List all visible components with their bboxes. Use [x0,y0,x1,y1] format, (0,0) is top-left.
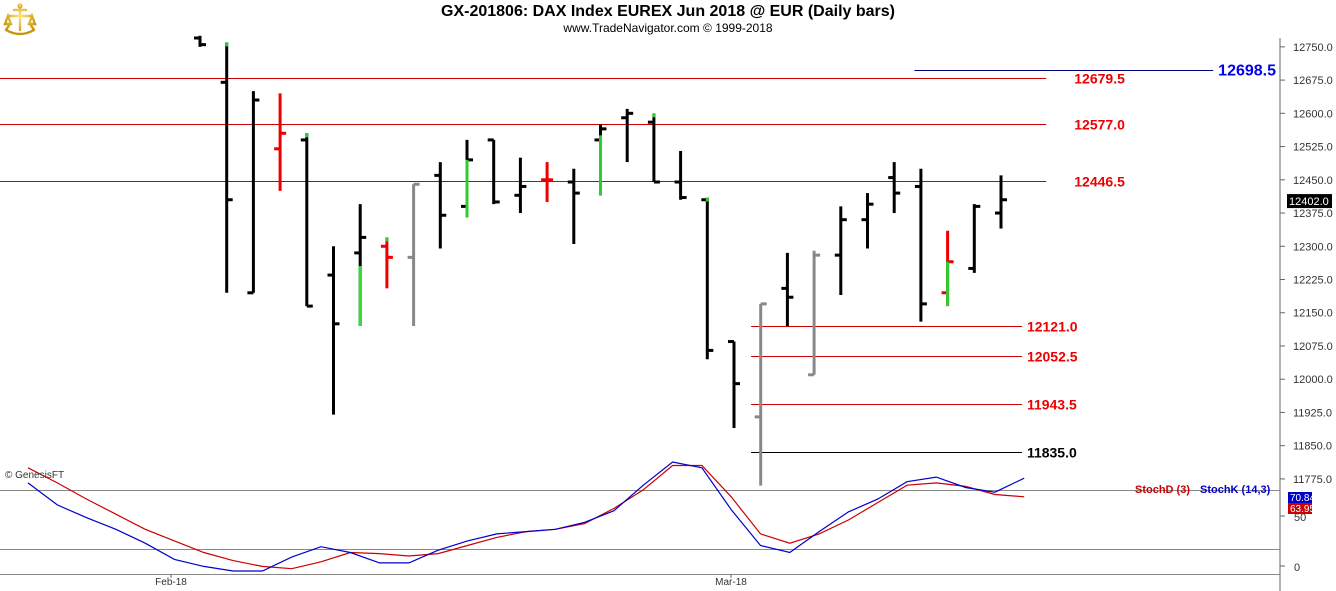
ohlc-bar [194,35,206,47]
stoch-value-box [1288,503,1312,514]
ohlc-bar [594,124,607,196]
ohlc-bar [754,302,767,486]
ohlc-bar [861,193,874,249]
ohlc-bar [834,206,847,296]
level-lines: 12698.5 12679.5 12577.0 12446.5 12121.0 12052… [0,63,1276,461]
legend-stochd: StochD (3) [1135,484,1190,496]
ohlc-bar [300,133,313,308]
ohlc-bar [567,168,580,245]
level-label: 11943.5 [1027,397,1077,413]
copyright-watermark: © GenesisFT [5,470,64,481]
last-price-box [1287,194,1332,209]
ohlc-bar [995,175,1007,229]
chart-subtitle: www.TradeNavigator.com © 1999-2018 [563,21,773,35]
level-label: 12446.5 [1074,174,1125,190]
price-axis: 12750.0 12675.0 12600.0 12525.0 12450.0 12375… [1280,42,1333,486]
ohlc-bar [701,197,714,360]
date-axis: Feb-18 Mar-18 [155,574,747,588]
date-tick-label: Feb-18 [155,577,187,588]
price-tick-label: 12750.0 [1293,42,1333,54]
price-tick-label: 12675.0 [1293,75,1333,87]
trade-navigator-logo [2,2,38,36]
price-tick-label: 11775.0 [1293,474,1332,486]
ohlc-bar [621,108,634,163]
ohlc-bar [941,230,954,307]
price-tick-label: 12300.0 [1293,241,1333,253]
ohlc-bar [487,138,500,205]
ohlc-bar [327,246,340,415]
ohlc-bar [247,91,260,295]
ohlc-bar [514,157,527,214]
chart-title: GX-201806: DAX Index EUREX Jun 2018 @ EU… [441,3,895,20]
stoch-value-label: 70.84 [1290,493,1315,504]
ohlc-bar [274,93,287,191]
level-label: 12698.5 [1218,63,1276,80]
stoch-tick-label: 50 [1294,512,1306,524]
ohlc-bar [781,252,794,327]
price-tick-label: 12375.0 [1293,208,1333,220]
ohlc-bar [407,182,420,327]
ohlc-bar [541,162,554,202]
price-tick-label: 12150.0 [1293,308,1333,320]
ohlc-bar [647,113,660,184]
level-label: 12052.5 [1027,349,1078,365]
price-tick-label: 11850.0 [1293,441,1332,453]
ohlc-bar [354,204,367,327]
price-tick-label: 12075.0 [1293,341,1333,353]
ohlc-bars [194,35,1007,486]
price-tick-label: 11925.0 [1293,407,1332,419]
last-price-label: 12402.0 [1289,196,1329,208]
ohlc-bar [461,139,473,218]
ohlc-bar [808,250,821,377]
stoch-tick-label: 0 [1294,562,1300,574]
chart-header: GX-201806: DAX Index EUREX Jun 2018 @ EU… [0,0,1336,38]
stoch-value-label: 63.95 [1290,504,1315,515]
legend-stochk: StochK (14,3) [1200,484,1271,496]
ohlc-bar [434,162,447,249]
chart-frame [0,38,1281,591]
ohlc-bar [888,162,901,214]
ohlc-bar [914,168,927,322]
ohlc-bar [220,42,233,293]
price-tick-label: 12525.0 [1293,142,1333,154]
ohlc-bar [380,237,393,289]
level-label: 12679.5 [1074,71,1125,87]
level-label: 11835.0 [1027,445,1077,461]
plot-background [0,38,1280,574]
date-tick-label: Mar-18 [715,577,747,588]
ohlc-bar [674,151,687,200]
ohlc-bar [728,340,740,428]
ohlc-bar [968,204,981,273]
level-label: 12577.0 [1074,117,1125,133]
price-tick-label: 12225.0 [1293,275,1333,287]
stoch-line [27,461,1025,572]
level-label: 12121.0 [1027,319,1078,335]
price-tick-label: 12000.0 [1293,374,1333,386]
stoch-value-box [1288,492,1312,503]
price-tick-label: 12450.0 [1293,175,1333,187]
price-tick-label: 12600.0 [1293,108,1333,120]
